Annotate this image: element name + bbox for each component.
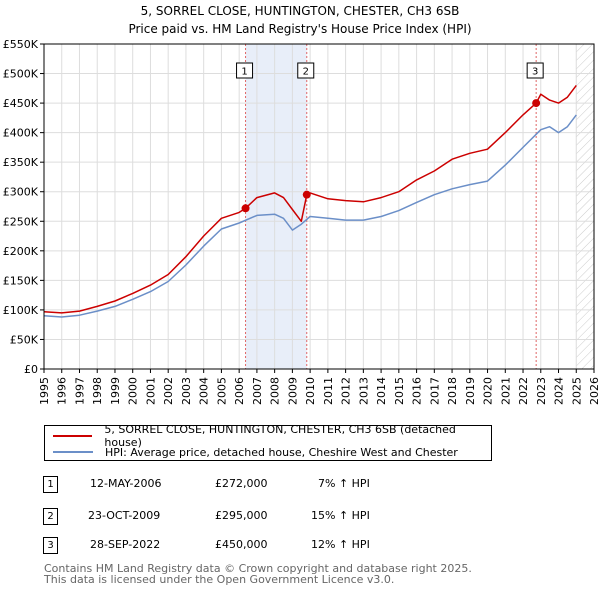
y-tick-label: £200K (3, 245, 39, 258)
transaction-number: 2 (43, 508, 58, 525)
x-tick-label: 2008 (269, 377, 282, 405)
footer-licence: This data is licensed under the Open Gov… (44, 573, 395, 586)
x-tick-label: 2003 (180, 377, 193, 405)
x-tick-label: 1999 (109, 377, 122, 405)
x-tick-label: 2002 (162, 377, 175, 405)
y-tick-label: £350K (3, 156, 39, 169)
transaction-price: £295,000 (215, 509, 268, 522)
sale-label-text: 2 (303, 67, 309, 78)
x-tick-label: 2026 (588, 377, 600, 405)
plot-frame (43, 43, 595, 370)
legend-swatch-property (53, 435, 93, 437)
x-tick-label: 2019 (464, 377, 477, 405)
transaction-date: 12-MAY-2006 (90, 477, 162, 490)
x-tick-label: 1996 (56, 377, 69, 405)
x-tick-label: 2012 (340, 377, 353, 405)
x-tick-label: 2018 (446, 377, 459, 405)
sale-label-box: 3 (526, 62, 544, 79)
y-tick-label: £500K (3, 68, 39, 81)
transaction-row: 3 28-SEP-2022 £450,000 12% ↑ HPI (0, 537, 600, 555)
chart-legend: 5, SORREL CLOSE, HUNTINGTON, CHESTER, CH… (44, 423, 492, 461)
x-tick-label: 2024 (553, 377, 566, 405)
x-tick-label: 2016 (411, 377, 424, 405)
x-tick-label: 2010 (304, 377, 317, 405)
sale-label-box: 1 (236, 62, 254, 79)
sale-label-text: 1 (241, 67, 247, 78)
y-tick-label: £250K (3, 215, 39, 228)
hpi-line (44, 114, 577, 318)
sale-point (532, 99, 541, 108)
shaded-period (245, 44, 307, 369)
x-tick-label: 2017 (428, 377, 441, 405)
x-tick-label: 2021 (499, 377, 512, 405)
x-tick-label: 2001 (144, 377, 157, 405)
x-tick-label: 2006 (233, 377, 246, 405)
y-tick-label: £150K (3, 274, 39, 287)
transaction-price: £450,000 (215, 538, 268, 551)
legend-swatch-hpi (53, 451, 93, 453)
x-tick-label: 2007 (251, 377, 264, 405)
x-tick-label: 2022 (517, 377, 530, 405)
y-tick-label: £100K (3, 304, 39, 317)
legend-item-hpi: HPI: Average price, detached house, Ches… (53, 445, 458, 459)
x-tick-label: 2014 (375, 377, 388, 405)
footer-copyright: Contains HM Land Registry data © Crown c… (44, 562, 472, 575)
x-tick-label: 1998 (91, 377, 104, 405)
x-tick-label: 2015 (393, 377, 406, 405)
x-tick-label: 2025 (570, 377, 583, 405)
y-tick-label: £0 (24, 363, 38, 376)
price-chart: 1 2 3 £0 £50K £100K £150K £200K £250K £300K £350K… (3, 38, 600, 405)
sale-label-frame (297, 62, 315, 79)
sale-label-frame (236, 62, 254, 79)
transaction-hpi: 7% ↑ HPI (318, 477, 370, 490)
legend-item-property: 5, SORREL CLOSE, HUNTINGTON, CHESTER, CH… (53, 423, 491, 449)
sale-label-box: 2 (297, 62, 315, 79)
y-tick-label: £450K (3, 97, 39, 110)
transaction-date: 23-OCT-2009 (88, 509, 161, 522)
transaction-hpi: 12% ↑ HPI (311, 538, 370, 551)
transaction-row: 1 12-MAY-2006 £272,000 7% ↑ HPI (0, 476, 600, 494)
transaction-date: 28-SEP-2022 (90, 538, 161, 551)
sale-point (241, 204, 250, 213)
transaction-hpi: 15% ↑ HPI (311, 509, 370, 522)
transaction-row: 2 23-OCT-2009 £295,000 15% ↑ HPI (0, 508, 600, 526)
x-tick-label: 2009 (286, 377, 299, 405)
x-tick-label: 2013 (357, 377, 370, 405)
transaction-price: £272,000 (215, 477, 268, 490)
y-tick-label: £550K (3, 38, 39, 51)
x-tick-label: 2000 (127, 377, 140, 405)
y-tick-label: £50K (10, 333, 39, 346)
transaction-number: 1 (43, 476, 58, 493)
legend-label-hpi: HPI: Average price, detached house, Ches… (105, 445, 458, 459)
x-tick-label: 2005 (215, 377, 228, 405)
x-tick-label: 1995 (38, 377, 51, 405)
footer: Contains HM Land Registry data © Crown c… (44, 563, 472, 585)
sale-label-frame (526, 62, 544, 79)
transaction-number: 3 (43, 537, 58, 554)
chart-title-line1: 5, SORREL CLOSE, HUNTINGTON, CHESTER, CH… (140, 4, 460, 18)
forecast-hatch (576, 44, 594, 369)
x-tick-label: 2020 (482, 377, 495, 405)
y-tick-label: £400K (3, 127, 39, 140)
x-tick-label: 2011 (322, 377, 335, 405)
chart-title-line2: Price paid vs. HM Land Registry's House … (128, 22, 472, 36)
x-tick-label: 2023 (535, 377, 548, 405)
legend-label-property: 5, SORREL CLOSE, HUNTINGTON, CHESTER, CH… (104, 423, 456, 449)
x-tick-label: 2004 (198, 377, 211, 405)
y-tick-label: £300K (3, 186, 39, 199)
sale-point (302, 190, 311, 199)
x-tick-label: 1997 (73, 377, 86, 405)
sale-label-text: 3 (532, 67, 538, 78)
